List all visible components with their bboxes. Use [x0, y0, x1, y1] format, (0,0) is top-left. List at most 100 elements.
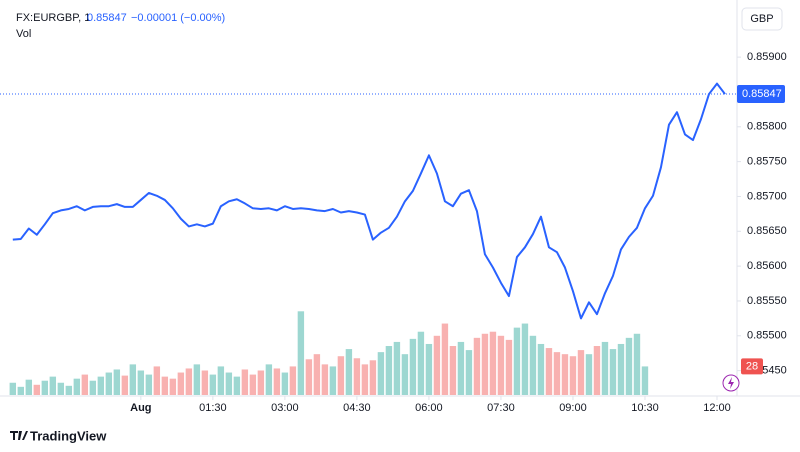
volume-bar: [521, 323, 529, 395]
volume-bar: [617, 343, 625, 395]
y-tick-label: 0.85900: [747, 51, 787, 63]
x-tick-label: 01:30: [199, 402, 227, 414]
volume-bar: [241, 369, 249, 395]
volume-bar: [177, 372, 185, 395]
volume-bar: [305, 359, 313, 395]
y-tick-label: 0.85750: [747, 156, 787, 168]
volume-bar: [17, 386, 25, 395]
volume-bar: [625, 337, 633, 395]
volume-bar: [57, 382, 65, 395]
volume-bar: [601, 341, 609, 395]
volume-bar: [425, 343, 433, 395]
volume-bar: [265, 364, 273, 395]
volume-bar: [505, 339, 513, 395]
volume-bar: [537, 343, 545, 395]
x-tick-label: 09:00: [559, 402, 587, 414]
volume-bar: [65, 385, 73, 395]
volume-bar: [417, 331, 425, 395]
volume-bar: [249, 374, 257, 395]
volume-bar: [345, 349, 353, 395]
volume-bar: [433, 335, 441, 395]
volume-bar: [297, 311, 305, 395]
volume-bar: [561, 354, 569, 395]
volume-bar: [49, 376, 57, 395]
volume-bar: [105, 372, 113, 395]
volume-bar: [633, 333, 641, 395]
last-price-label: 0.85847: [742, 88, 782, 100]
volume-bar: [377, 352, 385, 395]
logo: [10, 431, 28, 440]
volume-bar: [393, 341, 401, 395]
y-tick-label: 0.85700: [747, 190, 787, 202]
y-tick-label: 0.85550: [747, 295, 787, 307]
volume-bar: [553, 352, 561, 395]
last-price-tag: [737, 85, 785, 104]
volume-bar: [73, 378, 81, 395]
volume-bar: [225, 372, 233, 395]
x-tick-label: Aug: [130, 402, 151, 414]
volume-bar: [217, 366, 225, 395]
x-tick-label: 07:30: [487, 402, 515, 414]
volume-bar: [361, 364, 369, 395]
volume-bar: [481, 333, 489, 395]
volume-bar: [281, 372, 289, 395]
x-tick-label: 10:30: [631, 402, 659, 414]
volume-bar: [121, 375, 129, 395]
volume-bar: [473, 337, 481, 395]
currency[interactable]: GBP: [750, 13, 773, 25]
plot: [0, 82, 737, 395]
volume-bar: [409, 338, 417, 395]
volume-bar: [385, 346, 393, 395]
y-tick-label: 0.85800: [747, 121, 787, 133]
volume-bar: [25, 379, 33, 395]
header-price: 0.85847: [87, 12, 127, 24]
volume-bar: [161, 376, 169, 395]
y-tick-label: 0.85650: [747, 225, 787, 237]
y-tick-label: 0.85500: [747, 330, 787, 342]
x-tick-label: 12:00: [703, 402, 731, 414]
volume-bar: [489, 331, 497, 395]
volume-bar: [257, 370, 265, 395]
volume-bar: [145, 374, 153, 395]
volume-bar: [593, 346, 601, 395]
volume-bar: [609, 349, 617, 395]
volume-bar: [33, 384, 41, 395]
price-line: [12, 82, 726, 320]
volume-bar: [449, 346, 457, 395]
volume-bar: [81, 374, 89, 395]
volume-bar: [193, 364, 201, 395]
volume-bar: [401, 354, 409, 395]
volume-bar: [209, 374, 217, 395]
volume-bar: [185, 368, 193, 395]
volume-bar: [497, 335, 505, 395]
volume-bar: [465, 350, 473, 395]
volume-bar: [545, 348, 553, 395]
volume-bar: [441, 323, 449, 395]
volume-bar: [369, 360, 377, 395]
volume-tag-label: 28: [746, 360, 758, 372]
header-change: −0.00001 (−0.00%): [131, 12, 225, 24]
volume-bar: [89, 380, 97, 395]
volume-title: Vol: [16, 28, 31, 40]
volume-bar: [353, 358, 361, 395]
volume-bar: [169, 378, 177, 395]
symbol: FX:EURGBP, 1: [16, 12, 90, 24]
volume-bar: [641, 366, 649, 395]
volume-bar: [129, 364, 137, 395]
alert-bolt: [728, 377, 734, 389]
volume-bar: [233, 376, 241, 395]
currency-button[interactable]: [741, 7, 783, 31]
volume-bar: [337, 356, 345, 395]
volume-bar: [329, 366, 337, 395]
volume-bar: [577, 350, 585, 395]
volume-bar: [41, 380, 49, 395]
volume-bar: [201, 370, 209, 395]
volume-bar: [569, 356, 577, 395]
volume-bar: [289, 366, 297, 395]
volume-bar: [585, 354, 593, 395]
y-tick-label: 0.85600: [747, 260, 787, 272]
volume-bar: [273, 368, 281, 395]
volume-bar: [137, 370, 145, 395]
